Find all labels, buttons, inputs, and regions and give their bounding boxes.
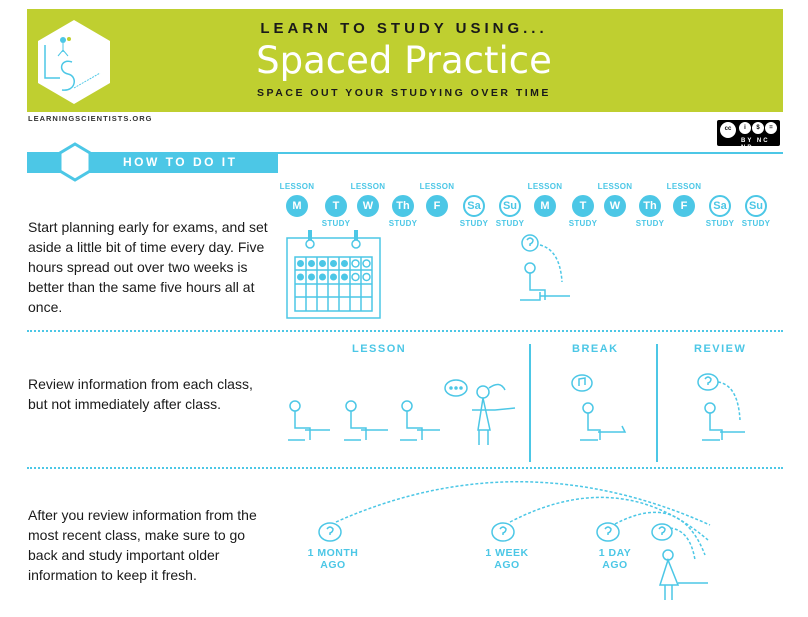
ago-line1: 1 DAY [598,547,632,559]
day-circle: Su [745,195,767,217]
ago-line2: AGO [494,559,520,571]
day-circle: T [325,195,347,217]
lesson-tag: LESSON [527,182,563,191]
row1-text: Start planning early for exams, and set … [28,219,268,315]
lesson-tag: LESSON [419,182,455,191]
student-lesson-3 [400,400,440,441]
study-tag: STUDY [459,219,489,228]
day-circle: F [426,195,448,217]
study-tag: STUDY [495,219,525,228]
day-circle: T [572,195,594,217]
logo [38,20,110,104]
lesson-label: LESSON [352,343,407,355]
site-link[interactable]: LEARNINGSCIENTISTS.ORG [28,114,153,123]
study-tag: STUDY [568,219,598,228]
ago-line2: AGO [602,559,628,571]
ago-line1: 1 MONTH [307,547,359,559]
header-banner [27,9,783,112]
dotted-divider [27,330,783,332]
row2-text: Review information from each class, but … [28,376,253,412]
nc-icon: $ [752,122,764,134]
kicker: LEARN TO STUDY USING... [260,20,548,37]
lesson-tag: LESSON [350,182,386,191]
day-circle: Th [639,195,661,217]
memory-1-week [491,496,709,542]
day-circle: Sa [709,195,731,217]
ago-line2: AGO [320,559,346,571]
section-title: HOW TO DO IT [123,155,238,169]
ago-label-week: 1 WEEK AGO [462,547,552,571]
review-label: REVIEW [694,343,747,355]
day-circle: W [357,195,379,217]
cc-license-badge[interactable]: cc i $ = BY NC ND [717,120,780,151]
day-circle: M [286,195,308,217]
student-lesson-1 [288,400,330,441]
student-thinking-figure [520,234,570,301]
calendar-icon [286,230,381,319]
student-recall [651,523,708,600]
ago-label-day: 1 DAY AGO [570,547,660,571]
ago-label-month: 1 MONTH AGO [288,547,378,571]
section-rule [27,152,783,154]
day-circle: Su [499,195,521,217]
memory-1-day [596,511,706,556]
day-circle: W [604,195,626,217]
study-tag: STUDY [635,219,665,228]
cc-icon: cc [720,122,736,138]
study-tag: STUDY [321,219,351,228]
ago-line1: 1 WEEK [485,547,529,559]
dotted-divider [27,467,783,469]
day-circle: Sa [463,195,485,217]
row3-text: After you review information from the mo… [28,507,257,583]
lesson-tag: LESSON [279,182,315,191]
student-break [571,374,627,441]
lesson-tag: LESSON [597,182,633,191]
memory-1-month [318,481,711,542]
day-circle: F [673,195,695,217]
license-tags: BY NC ND [741,138,770,151]
nd-icon: = [765,122,777,134]
page-title: Spaced Practice [256,39,552,82]
study-tag: STUDY [741,219,771,228]
day-circle: M [534,195,556,217]
study-tag: STUDY [388,219,418,228]
by-icon: i [739,122,751,134]
break-label: BREAK [572,343,619,355]
study-tag: STUDY [705,219,735,228]
day-circle: Th [392,195,414,217]
student-review [697,373,745,441]
teacher-figure [444,379,516,445]
student-lesson-2 [344,400,388,441]
subtitle: SPACE OUT YOUR STUDYING OVER TIME [257,87,551,99]
lesson-tag: LESSON [666,182,702,191]
